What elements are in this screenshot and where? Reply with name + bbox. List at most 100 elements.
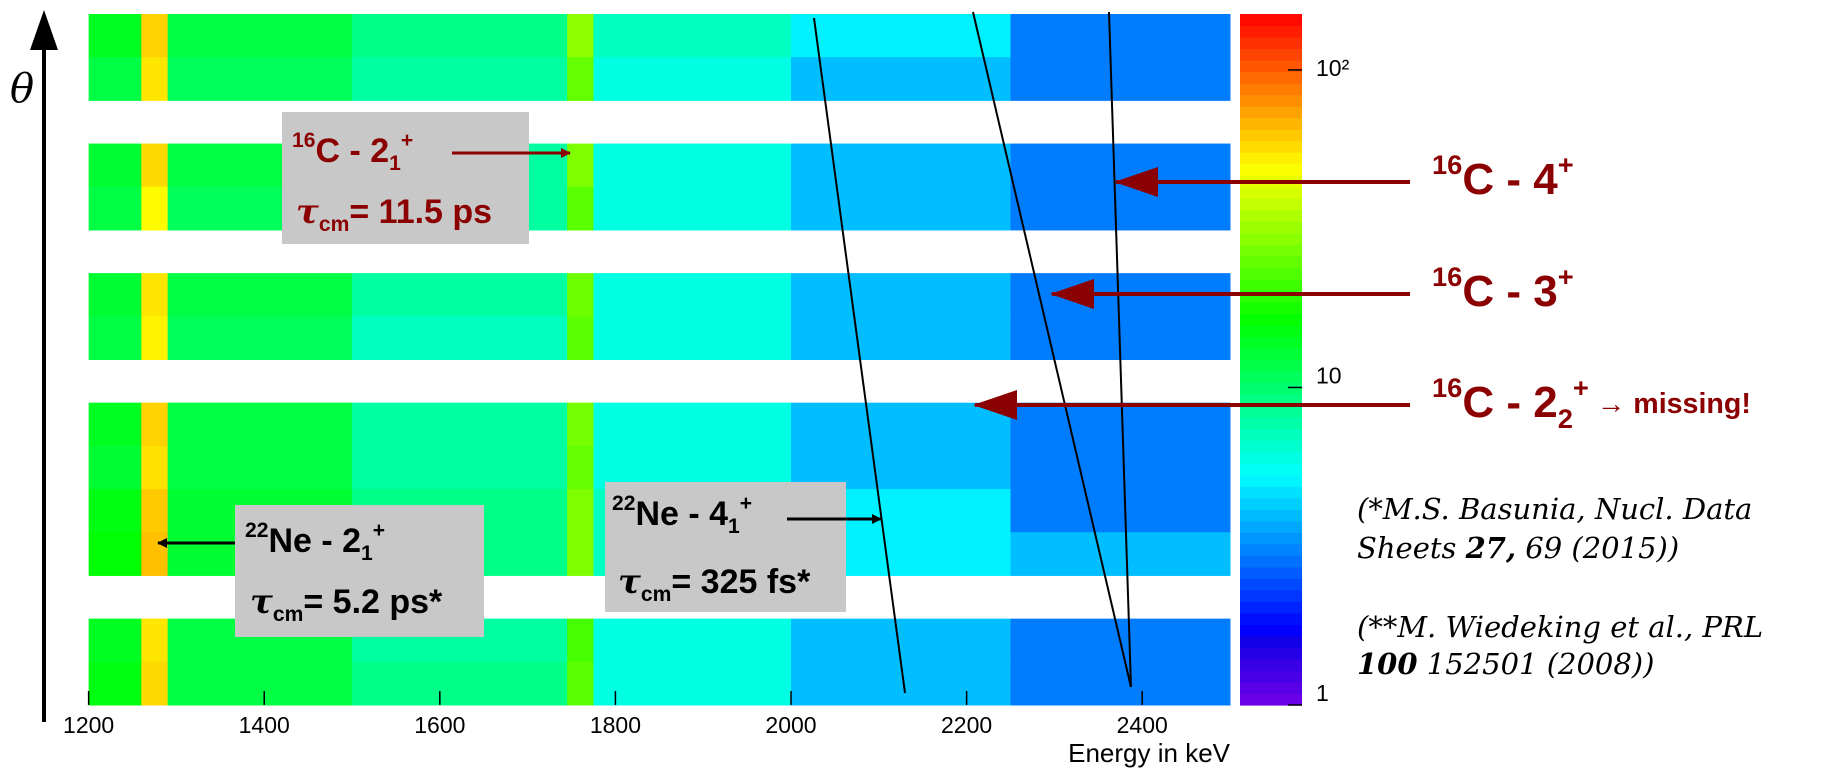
heatmap-cell bbox=[593, 14, 792, 58]
colorbar-swatch bbox=[1240, 186, 1302, 199]
text-part: 152501 (2008)) bbox=[1418, 647, 1655, 681]
colorbar-swatch bbox=[1240, 48, 1302, 61]
annotation-text: 100 152501 (2008)) bbox=[1357, 647, 1654, 681]
colorbar-swatch bbox=[1240, 555, 1302, 568]
heatmap-cell bbox=[141, 57, 169, 101]
annotation-box bbox=[605, 482, 846, 612]
annotation-text: 16C - 4+ bbox=[1432, 149, 1574, 204]
heatmap-cell bbox=[1010, 532, 1231, 576]
text-part: Ne - 4 bbox=[635, 495, 728, 533]
text-part: C - 2 bbox=[1462, 378, 1557, 427]
heatmap-cell bbox=[567, 489, 594, 533]
text-part: + bbox=[1558, 149, 1574, 180]
colorbar-swatch bbox=[1240, 382, 1302, 395]
y-axis-label: θ bbox=[10, 66, 34, 112]
text-part: → missing! bbox=[1589, 388, 1751, 420]
heatmap-cell bbox=[141, 143, 169, 188]
heatmap-cell bbox=[593, 316, 792, 360]
colorbar-swatch bbox=[1240, 117, 1302, 130]
heatmap-cell bbox=[141, 316, 169, 360]
colorbar-swatch bbox=[1240, 278, 1302, 291]
heatmap-cell bbox=[167, 316, 353, 360]
colorbar-swatch bbox=[1240, 543, 1302, 556]
heatmap-cell bbox=[141, 445, 169, 490]
colorbar-swatch bbox=[1240, 359, 1302, 372]
heatmap-cell bbox=[593, 402, 792, 447]
colorbar-swatch bbox=[1240, 612, 1302, 625]
colorbar-swatch bbox=[1240, 451, 1302, 464]
colorbar-swatch bbox=[1240, 106, 1302, 119]
x-tick-label: 1600 bbox=[414, 712, 465, 738]
annotation-box bbox=[235, 505, 484, 637]
colorbar-swatch bbox=[1240, 405, 1302, 418]
x-tick-label: 2200 bbox=[941, 712, 992, 738]
heatmap-cell bbox=[88, 532, 142, 576]
heatmap-cell bbox=[1010, 402, 1231, 447]
text-part: C - 3 bbox=[1462, 267, 1557, 316]
heatmap-cell bbox=[567, 661, 594, 706]
heatmap-cell bbox=[791, 186, 1012, 231]
annotation-text: 22Ne - 41+ bbox=[612, 492, 752, 538]
text-part: cm bbox=[319, 213, 349, 236]
colorbar-swatch bbox=[1240, 71, 1302, 84]
annotation-text: τcm= 11.5 ps bbox=[296, 192, 492, 236]
annotation-box bbox=[282, 112, 529, 244]
x-tick-label: 1400 bbox=[239, 712, 290, 738]
colorbar-swatch bbox=[1240, 60, 1302, 73]
colorbar-swatch bbox=[1240, 347, 1302, 361]
colorbar-tick-label: 10 bbox=[1316, 363, 1342, 389]
colorbar-swatch bbox=[1240, 301, 1302, 315]
heatmap-cell bbox=[593, 57, 792, 101]
annotation-text: (*M.S. Basunia, Nucl. Data bbox=[1357, 492, 1752, 526]
heatmap-cell bbox=[167, 661, 353, 706]
colorbar-swatch bbox=[1240, 163, 1302, 176]
heatmap-cell bbox=[791, 316, 1012, 360]
colorbar-swatch bbox=[1240, 601, 1302, 614]
colorbar-swatch bbox=[1240, 670, 1302, 683]
text-part: τ bbox=[250, 582, 273, 622]
text-part: + bbox=[401, 129, 413, 152]
heatmap-cell bbox=[88, 143, 142, 188]
heatmap-cell bbox=[567, 273, 594, 317]
heatmap-cell bbox=[593, 186, 792, 231]
heatmap-cell bbox=[567, 316, 594, 360]
text-part: + bbox=[1573, 372, 1589, 403]
text-part: 16 bbox=[1432, 261, 1462, 292]
text-part: C - 4 bbox=[1462, 155, 1558, 204]
colorbar-swatch bbox=[1240, 624, 1302, 637]
heatmap-cell bbox=[167, 445, 353, 490]
text-part: 22 bbox=[612, 492, 635, 515]
heatmap-cell bbox=[567, 445, 594, 490]
heatmap-cell bbox=[88, 316, 142, 360]
colorbar-swatch bbox=[1240, 37, 1302, 50]
heatmap-cell bbox=[352, 273, 568, 317]
heatmap-cell bbox=[791, 618, 1012, 663]
colorbar-swatch bbox=[1240, 25, 1302, 38]
heatmap-cell bbox=[352, 661, 568, 706]
annotation-text: τcm= 325 fs* bbox=[618, 562, 811, 606]
colorbar-swatch bbox=[1240, 244, 1302, 257]
text-part: + bbox=[740, 492, 752, 515]
heatmap-cell bbox=[567, 14, 594, 58]
heatmap-cell bbox=[1010, 661, 1231, 706]
colorbar-swatch bbox=[1240, 371, 1302, 384]
text-part: (**M. Wiedeking et al., PRL bbox=[1357, 610, 1763, 644]
heatmap-cell bbox=[567, 186, 594, 231]
heatmap-cell bbox=[567, 143, 594, 188]
colorbar-swatch bbox=[1240, 140, 1302, 153]
text-part: τ bbox=[618, 562, 641, 602]
colorbar-swatch bbox=[1240, 693, 1302, 706]
colorbar-swatch bbox=[1240, 267, 1302, 280]
text-part: τ bbox=[296, 192, 319, 232]
text-part: 1 bbox=[728, 515, 740, 538]
colorbar-tick-label: 1 bbox=[1316, 680, 1329, 706]
heatmap-cell bbox=[141, 273, 169, 317]
heatmap-cell bbox=[141, 532, 169, 576]
text-part: 2 bbox=[1558, 403, 1573, 434]
heatmap-cell bbox=[88, 402, 142, 447]
text-part: (*M.S. Basunia, Nucl. Data bbox=[1357, 492, 1752, 526]
heatmap-cell bbox=[1010, 57, 1231, 101]
colorbar-swatch bbox=[1240, 324, 1302, 338]
